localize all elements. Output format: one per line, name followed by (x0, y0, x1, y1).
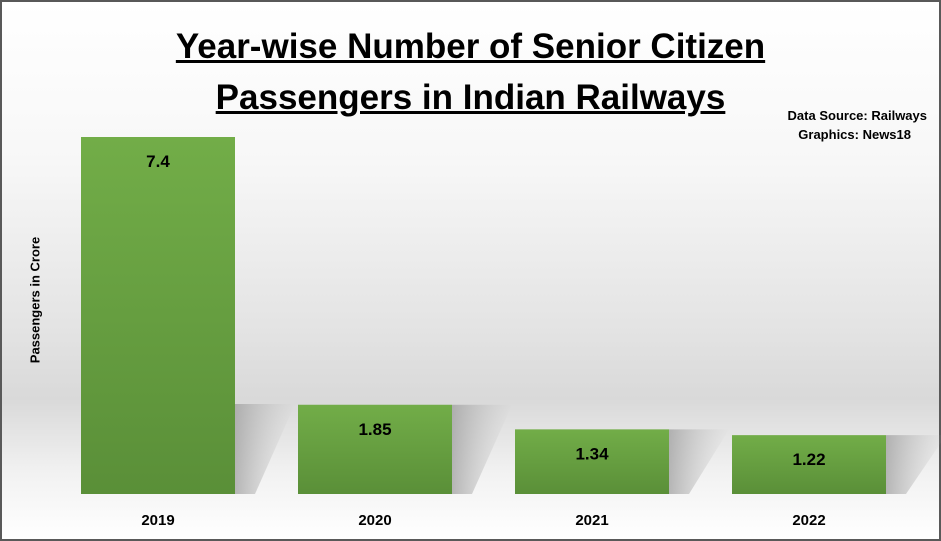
x-tick-label: 2019 (141, 512, 174, 529)
bar-2021 (515, 429, 669, 494)
data-source: Data Source: Railways (787, 108, 927, 123)
x-tick-label: 2020 (358, 512, 391, 529)
bar-2019 (81, 137, 235, 494)
bar-shadow (886, 435, 941, 494)
data-label: 1.85 (358, 420, 391, 439)
data-label: 7.4 (146, 152, 170, 171)
x-tick-label: 2022 (792, 512, 825, 529)
x-tick-label: 2021 (575, 512, 608, 529)
bar-2022 (732, 435, 886, 494)
chart-title-line1: Year-wise Number of Senior Citizen (175, 27, 766, 66)
bar-shadow (235, 404, 295, 494)
data-label: 1.22 (792, 450, 825, 469)
chart-title-line2: Passengers in Indian Railways (215, 78, 726, 117)
data-label: 1.34 (575, 444, 609, 463)
bar-2020 (298, 404, 452, 494)
graphics-credit: Graphics: News18 (798, 127, 911, 142)
bar-shadow (669, 429, 729, 494)
bar-shadow (452, 404, 512, 494)
